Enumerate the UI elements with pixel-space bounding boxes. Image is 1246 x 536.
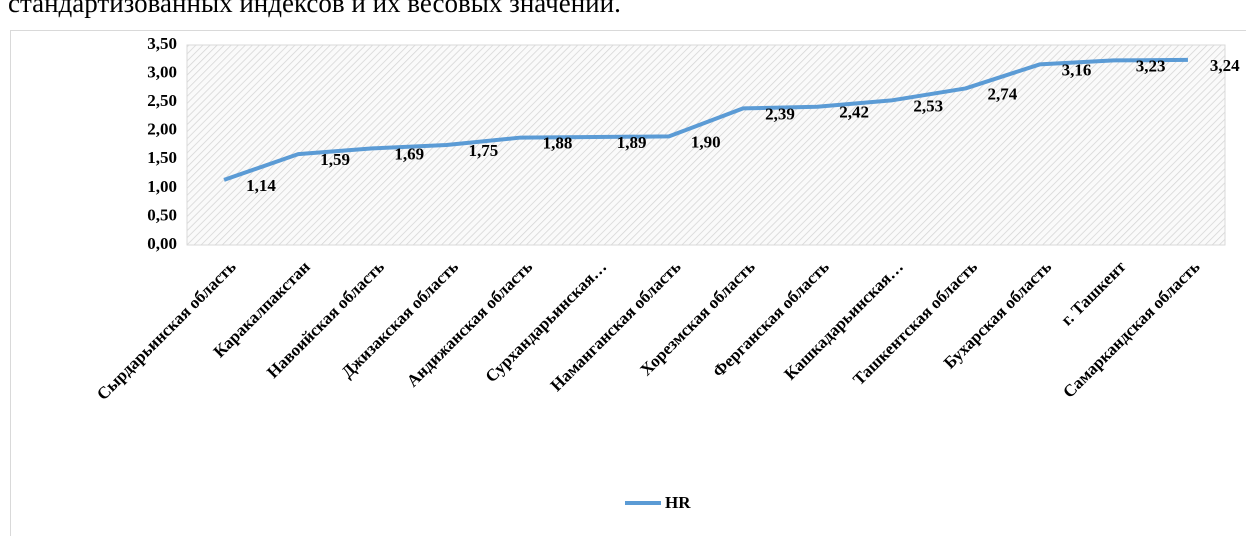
data-label: 1,59 (320, 150, 350, 169)
y-tick-label: 1,50 (147, 148, 177, 167)
caption: стандартизованных индексов и их весовых … (8, 0, 621, 18)
legend-label: HR (665, 493, 691, 512)
data-label: 2,53 (913, 96, 943, 115)
data-label: 1,75 (469, 141, 499, 160)
data-label: 1,89 (617, 133, 647, 152)
data-label: 2,42 (839, 103, 869, 122)
y-tick-label: 2,50 (147, 91, 177, 110)
y-tick-label: 3,50 (147, 34, 177, 53)
data-label: 1,90 (691, 132, 721, 151)
line-series (223, 57, 1188, 182)
data-label: 1,88 (543, 133, 573, 152)
data-label: 2,74 (988, 84, 1018, 103)
data-label: 3,23 (1136, 56, 1166, 75)
data-label: 1,69 (394, 144, 424, 163)
data-label: 2,39 (765, 104, 795, 123)
y-tick-label: 1,00 (147, 177, 177, 196)
y-tick-label: 0,50 (147, 205, 177, 224)
y-tick-label: 3,00 (147, 62, 177, 81)
y-tick-label: 2,00 (147, 120, 177, 139)
data-label: 3,24 (1210, 56, 1240, 75)
y-tick-label: 0,00 (147, 234, 177, 253)
data-label: 1,14 (246, 176, 276, 195)
data-label: 3,16 (1062, 60, 1092, 79)
plot-area (186, 44, 1226, 246)
